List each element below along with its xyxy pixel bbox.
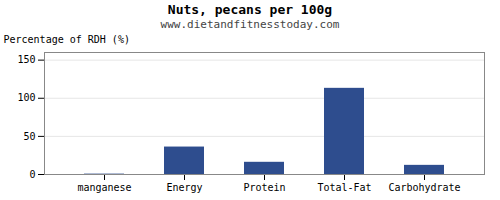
svg-text:100: 100 [17, 92, 35, 103]
svg-text:50: 50 [23, 131, 35, 142]
svg-text:manganese: manganese [77, 182, 131, 193]
html-text:www.dietandfitnesstoday.com: www.dietandfitnesstoday.com [160, 18, 340, 31]
svg-text:Percentage of RDH (%): Percentage of RDH (%) [4, 34, 130, 45]
svg-text:Carbohydrate: Carbohydrate [388, 182, 460, 193]
svg-text:Total-Fat: Total-Fat [317, 182, 371, 193]
svg-text:0: 0 [29, 169, 35, 180]
svg-text:Protein: Protein [243, 182, 285, 193]
svg-text:150: 150 [17, 54, 35, 65]
svg-text:Energy: Energy [166, 182, 202, 193]
html-text:Nuts, pecans per 100g: Nuts, pecans per 100g [167, 2, 333, 17]
